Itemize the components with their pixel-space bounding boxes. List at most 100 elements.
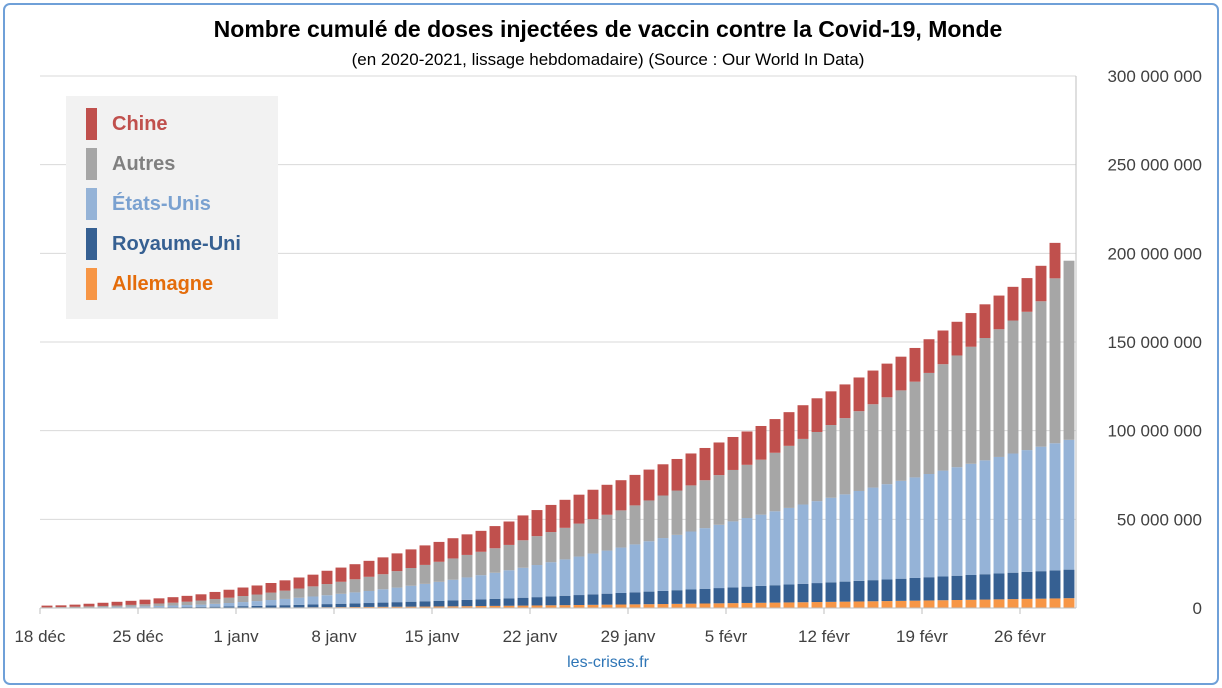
bar-segment-chine-5	[111, 601, 123, 606]
bar-segment-autres-59	[867, 404, 879, 488]
bar-segment--tats-unis-47	[699, 528, 711, 589]
legend-label: Chine	[112, 112, 168, 135]
bar-segment--tats-unis-54	[797, 504, 809, 584]
bar-segment-royaume-uni-12	[209, 606, 221, 608]
bar-segment-autres-23	[363, 576, 375, 591]
bar-segment--tats-unis-27	[419, 583, 431, 602]
bar-segment-chine-54	[797, 405, 809, 439]
bar-segment-chine-11	[195, 594, 207, 601]
bar-segment--tats-unis-67	[979, 460, 991, 575]
bar-segment-allemagne-26	[405, 606, 417, 608]
bar-segment-royaume-uni-45	[671, 590, 683, 604]
bar-segment-allemagne-57	[839, 601, 851, 608]
bar-segment--tats-unis-31	[475, 575, 487, 600]
legend-item-chine: Chine	[86, 108, 168, 140]
bar-segment-chine-4	[97, 602, 109, 606]
bar-segment-chine-0	[41, 605, 53, 608]
bar-segment--tats-unis-43	[643, 541, 655, 592]
bar-segment-autres-61	[895, 390, 907, 481]
bar-segment-royaume-uni-71	[1035, 571, 1047, 599]
bar-segment-chine-29	[447, 538, 459, 559]
bar-segment-chine-70	[1021, 278, 1033, 312]
bar-segment-allemagne-43	[643, 604, 655, 608]
bar-segment-allemagne-59	[867, 601, 879, 608]
bar-segment-royaume-uni-37	[559, 595, 571, 606]
bar-segment-chine-51	[755, 425, 767, 460]
bar-segment-autres-24	[377, 574, 389, 590]
bar-segment-allemagne-44	[657, 604, 669, 608]
bar-segment-chine-57	[839, 384, 851, 419]
bar-segment-allemagne-36	[545, 605, 557, 608]
bar-segment-autres-44	[657, 495, 669, 539]
bar-segment-autres-33	[503, 544, 515, 571]
bar-segment-allemagne-52	[769, 602, 781, 608]
bar-segment-autres-27	[419, 564, 431, 584]
bar-segment--tats-unis-48	[713, 524, 725, 589]
bar-segment-royaume-uni-60	[881, 579, 893, 602]
bar-segment--tats-unis-62	[909, 477, 921, 578]
bar-segment-royaume-uni-26	[405, 601, 417, 607]
bar-segment-chine-17	[279, 580, 291, 591]
bar-segment-autres-35	[531, 536, 543, 566]
x-tick-label: 22 janv	[503, 627, 558, 646]
bar-segment-autres-55	[811, 431, 823, 502]
bar-segment-autres-51	[755, 459, 767, 515]
bar-segment-allemagne-72	[1049, 598, 1061, 608]
bar-segment-autres-73	[1063, 260, 1075, 440]
bar-segment-royaume-uni-39	[587, 594, 599, 605]
bar-segment-chine-6	[125, 600, 137, 605]
legend-swatch	[86, 228, 97, 260]
bar-segment-autres-45	[671, 490, 683, 535]
bar-segment-autres-12	[209, 599, 221, 604]
y-tick-label: 50 000 000	[1117, 510, 1202, 529]
bar-segment-royaume-uni-11	[195, 606, 207, 608]
bar-segment-chine-33	[503, 521, 515, 545]
bar-segment-autres-25	[391, 571, 403, 588]
bar-segment-royaume-uni-65	[951, 575, 963, 601]
bar-segment-autres-71	[1035, 301, 1047, 447]
bar-segment-royaume-uni-25	[391, 602, 403, 607]
bar-segment-chine-10	[181, 595, 193, 602]
x-tick-label: 25 déc	[112, 627, 164, 646]
bar-segment-autres-62	[909, 381, 921, 478]
bar-segment--tats-unis-58	[853, 490, 865, 581]
y-tick-label: 300 000 000	[1107, 67, 1202, 86]
bar-segment-chine-1	[55, 605, 67, 608]
bar-segment-autres-54	[797, 438, 809, 505]
bar-segment-chine-27	[419, 545, 431, 565]
chart-legend: Chine Autres États-Unis Royaume-Uni Allemagn…	[66, 96, 278, 319]
bar-segment--tats-unis-60	[881, 484, 893, 580]
x-tick-label: 18 déc	[14, 627, 66, 646]
bar-segment-autres-52	[769, 452, 781, 512]
bar-segment-allemagne-50	[741, 602, 753, 608]
bar-segment-autres-38	[573, 523, 585, 557]
bar-segment-allemagne-68	[993, 599, 1005, 608]
bar-segment-royaume-uni-52	[769, 585, 781, 603]
bar-segment--tats-unis-49	[727, 521, 739, 588]
bar-segment-royaume-uni-68	[993, 573, 1005, 600]
bar-segment--tats-unis-35	[531, 565, 543, 598]
bar-segment-chine-56	[825, 391, 837, 426]
bar-segment-autres-70	[1021, 311, 1033, 451]
bar-segment-royaume-uni-18	[293, 604, 305, 608]
bar-segment-chine-35	[531, 510, 543, 537]
legend-label: Royaume-Uni	[112, 232, 241, 255]
bar-segment-chine-12	[209, 591, 221, 600]
bar-segment-chine-40	[601, 484, 613, 515]
bar-segment-allemagne-31	[475, 606, 487, 608]
bar-segment-chine-7	[139, 599, 151, 605]
bar-segment--tats-unis-70	[1021, 450, 1033, 572]
bar-segment-autres-20	[321, 584, 333, 596]
bar-segment-allemagne-71	[1035, 598, 1047, 608]
bar-segment-autres-67	[979, 338, 991, 461]
x-tick-label: 1 janv	[213, 627, 259, 646]
bar-segment-royaume-uni-31	[475, 599, 487, 607]
bar-segment-chine-24	[377, 557, 389, 575]
bar-segment-autres-17	[279, 590, 291, 599]
y-tick-label: 150 000 000	[1107, 333, 1202, 352]
bar-segment--tats-unis-7	[139, 606, 151, 608]
bar-segment-royaume-uni-59	[867, 580, 879, 602]
bar-segment-autres-10	[181, 601, 193, 606]
bar-segment--tats-unis-40	[601, 550, 613, 594]
bar-segment-chine-58	[853, 377, 865, 412]
